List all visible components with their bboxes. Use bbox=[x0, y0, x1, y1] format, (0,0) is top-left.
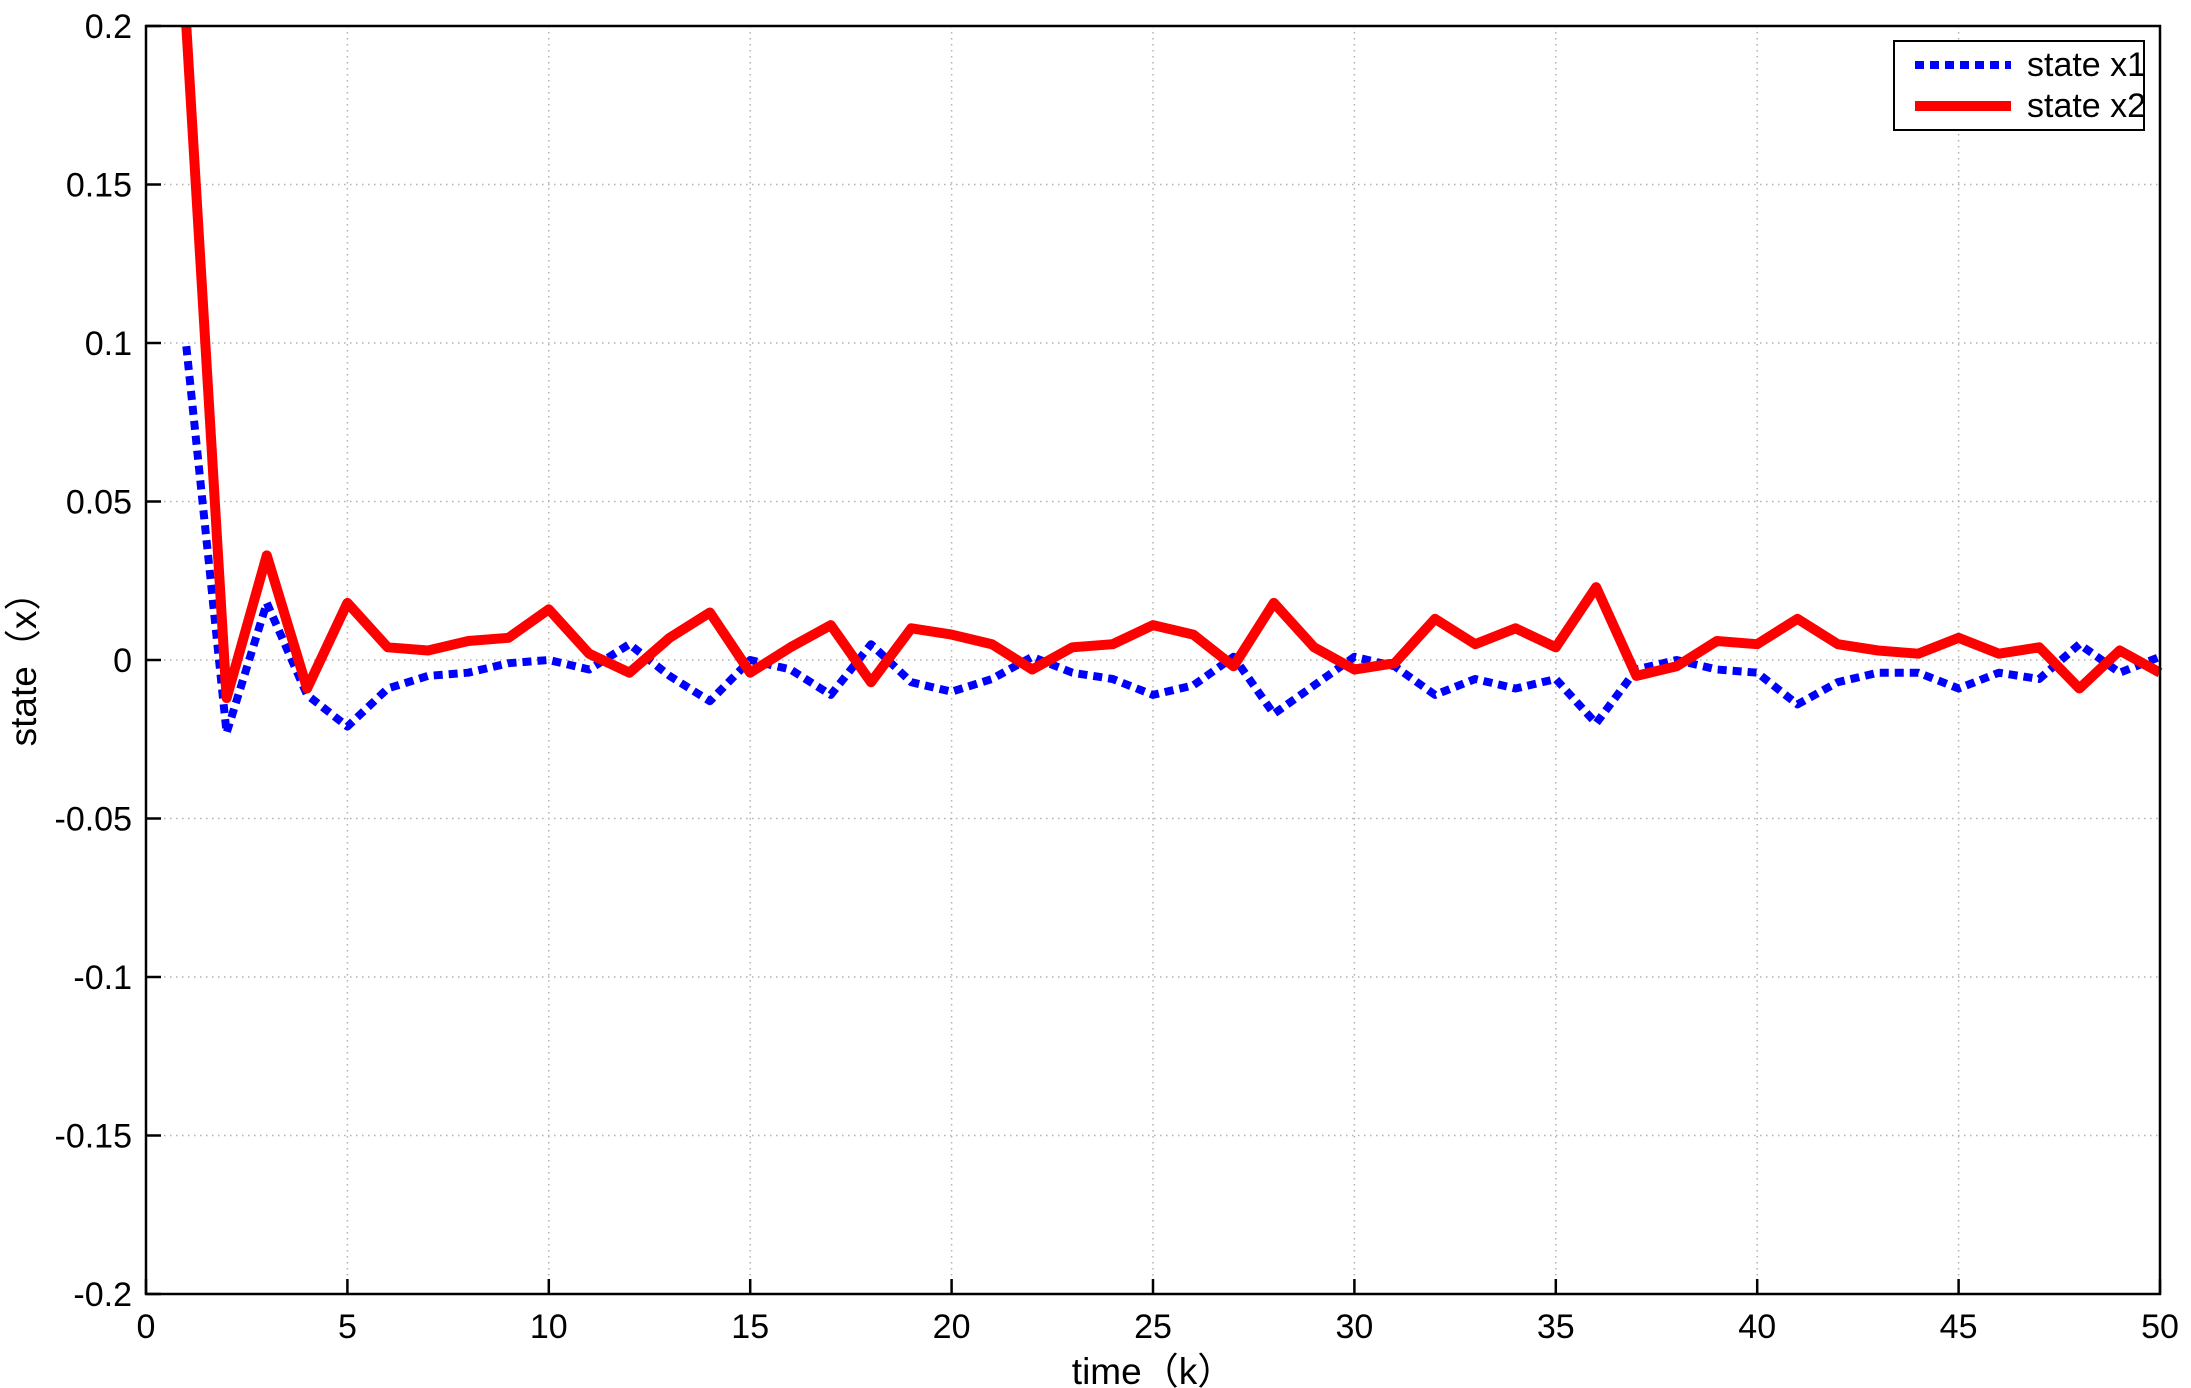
x-axis-label: time（k） bbox=[1072, 1351, 1234, 1388]
legend[interactable]: state x1 state x2 bbox=[1893, 40, 2147, 131]
x-tick-label: 50 bbox=[2141, 1308, 2179, 1346]
y-tick-label: -0.15 bbox=[55, 1118, 133, 1156]
x-tick-label: 30 bbox=[1335, 1308, 1373, 1346]
y-tick-label: 0.05 bbox=[66, 484, 132, 522]
legend-entry-state-x2: state x2 bbox=[1895, 86, 2147, 125]
x-tick-label: 10 bbox=[530, 1308, 568, 1346]
legend-entry-state-x1: state x1 bbox=[1895, 46, 2147, 85]
y-tick-label: -0.1 bbox=[73, 959, 132, 997]
y-tick-label: 0.2 bbox=[85, 8, 132, 46]
x-tick-label: 40 bbox=[1738, 1308, 1776, 1346]
legend-label: state x2 bbox=[2027, 86, 2147, 125]
series-line-state-x2 bbox=[181, 25, 2163, 703]
plot-area bbox=[146, 26, 2160, 1294]
legend-line-sample-solid bbox=[1915, 100, 2011, 111]
series-line-state-x1 bbox=[182, 345, 2162, 737]
legend-line-sample-dotted bbox=[1915, 61, 2011, 70]
y-tick-label: -0.2 bbox=[73, 1276, 132, 1314]
y-axis-label: state（x） bbox=[3, 574, 44, 747]
x-tick-label: 45 bbox=[1940, 1308, 1978, 1346]
x-tick-label: 0 bbox=[137, 1308, 156, 1346]
y-tick-label: 0 bbox=[113, 642, 132, 680]
y-tick-label: -0.05 bbox=[55, 801, 133, 839]
x-tick-label: 35 bbox=[1537, 1308, 1575, 1346]
x-tick-label: 5 bbox=[338, 1308, 357, 1346]
x-tick-label: 25 bbox=[1134, 1308, 1172, 1346]
y-tick-label: 0.15 bbox=[66, 167, 132, 205]
x-tick-label: 15 bbox=[731, 1308, 769, 1346]
legend-label: state x1 bbox=[2027, 46, 2147, 85]
x-tick-label: 20 bbox=[933, 1308, 971, 1346]
y-tick-label: 0.1 bbox=[85, 325, 132, 363]
